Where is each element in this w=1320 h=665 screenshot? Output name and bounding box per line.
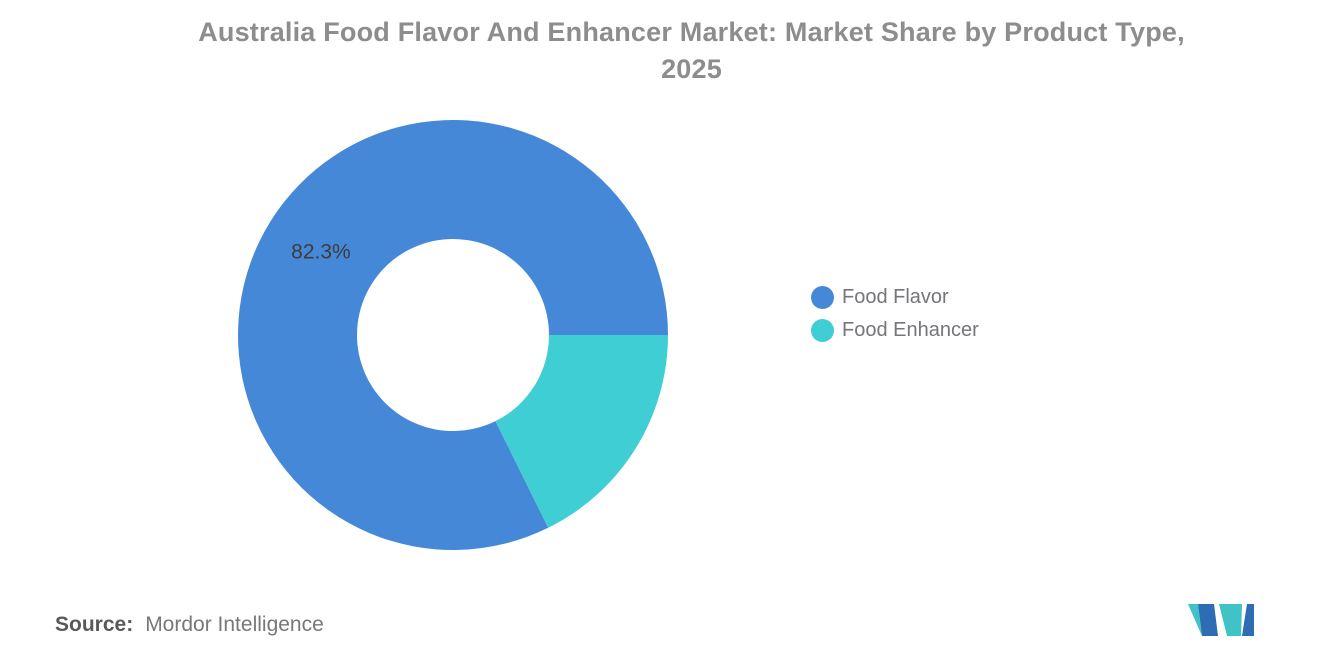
legend-swatch-icon (811, 286, 834, 309)
source-prefix: Source: (55, 613, 134, 636)
pie-slice-food-enhancer[interactable] (495, 335, 668, 528)
logo-shape-teal-left (1188, 604, 1202, 636)
legend-item-food-flavor[interactable]: Food Flavor (811, 281, 979, 314)
pie-slice-label-food-flavor: 82.3% (291, 240, 351, 263)
logo-shape-blue-right (1242, 604, 1254, 636)
logo-shape-teal-right (1219, 604, 1242, 636)
chart-title-line-2: 2025 (661, 54, 722, 84)
mordor-intelligence-logo (1188, 604, 1254, 636)
legend-label: Food Flavor (842, 286, 949, 308)
source-line: Source: Mordor Intelligence (55, 613, 324, 637)
source-text: Mordor Intelligence (145, 613, 324, 636)
donut-chart: 82.3% (237, 120, 668, 550)
chart-title-line-1: Australia Food Flavor And Enhancer Marke… (198, 17, 1185, 47)
chart-title: Australia Food Flavor And Enhancer Marke… (63, 14, 1320, 88)
legend-item-food-enhancer[interactable]: Food Enhancer (811, 314, 979, 347)
pie-slice-food-flavor[interactable] (237, 120, 668, 550)
logo-shape-blue-left (1198, 604, 1218, 636)
legend: Food Flavor Food Enhancer (811, 281, 979, 347)
legend-swatch-icon (811, 319, 834, 342)
legend-label: Food Enhancer (842, 319, 979, 341)
